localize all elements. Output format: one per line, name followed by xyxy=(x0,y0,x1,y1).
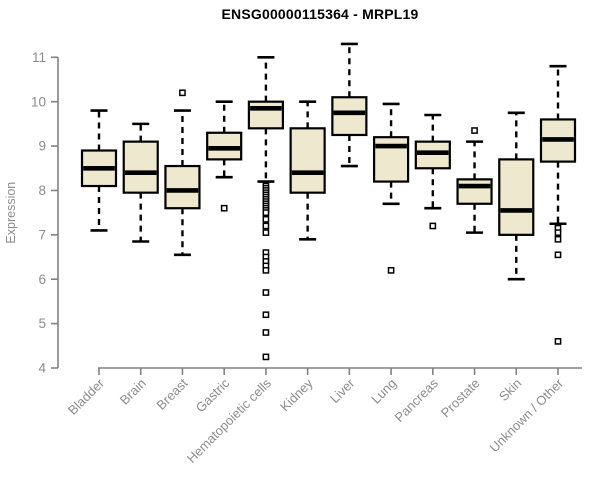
iqr-box xyxy=(456,178,493,205)
x-tick-label: Lung xyxy=(368,376,399,407)
outlier-point xyxy=(387,267,395,274)
boxplot-unknown-other xyxy=(539,64,577,345)
x-tick-label: Brain xyxy=(117,376,149,408)
outlier-point xyxy=(429,222,437,230)
outlier-point xyxy=(262,209,270,217)
y-tick-label: 4 xyxy=(38,361,46,376)
outlier-point xyxy=(262,222,270,230)
boxplot-prostate xyxy=(456,127,493,234)
boxplot-gastric xyxy=(206,100,243,212)
x-tick-label: Gastric xyxy=(193,375,233,415)
outlier-point xyxy=(471,127,478,134)
boxplot-skin xyxy=(498,111,535,281)
outlier-point xyxy=(220,204,228,212)
boxplot-brain xyxy=(122,122,159,243)
y-tick-label: 11 xyxy=(32,50,46,65)
y-tick-label: 5 xyxy=(38,316,46,331)
boxplot-liver xyxy=(331,42,368,168)
boxplot-breast xyxy=(164,89,201,257)
boxplot-pancreas xyxy=(414,113,451,230)
outlier-point xyxy=(262,289,270,296)
iqr-box xyxy=(164,164,201,210)
x-tick-label: Prostate xyxy=(438,376,483,421)
outlier-point xyxy=(262,267,270,274)
outlier-point xyxy=(262,329,270,336)
boxplot-lung xyxy=(372,102,410,274)
outlier-point xyxy=(179,89,186,97)
outlier-point xyxy=(262,229,270,236)
y-tick-label: 6 xyxy=(38,272,46,287)
boxplot-kidney xyxy=(289,100,326,241)
outlier-point xyxy=(554,229,562,236)
outlier-point xyxy=(554,251,562,259)
x-tick-label: Breast xyxy=(153,375,190,412)
iqr-box xyxy=(331,96,368,137)
outlier-point xyxy=(554,235,562,243)
iqr-box xyxy=(289,127,326,194)
y-tick-label: 8 xyxy=(38,183,46,198)
outlier-point xyxy=(554,338,562,345)
outlier-point xyxy=(262,311,270,319)
x-tick-label: Liver xyxy=(327,375,358,406)
iqr-box xyxy=(247,100,285,130)
y-tick-label: 7 xyxy=(38,227,46,242)
iqr-box xyxy=(498,158,535,236)
x-tick-label: Pancreas xyxy=(391,375,441,425)
outlier-point xyxy=(262,215,270,223)
outlier-point xyxy=(262,353,270,361)
boxplot-bladder xyxy=(80,109,118,232)
x-tick-label: Unknown / Other xyxy=(487,375,567,455)
y-tick-label: 10 xyxy=(31,94,46,109)
x-tick-label: Bladder xyxy=(65,375,108,418)
x-tick-label: Skin xyxy=(496,376,524,404)
x-tick-label: Kidney xyxy=(277,375,316,414)
iqr-box xyxy=(122,140,159,194)
y-axis-title: Expression xyxy=(4,182,18,244)
boxplot-hematopoietic-cells xyxy=(247,55,285,361)
y-tick-label: 9 xyxy=(38,139,46,154)
chart-title: ENSG00000115364 - MRPL19 xyxy=(221,6,419,22)
